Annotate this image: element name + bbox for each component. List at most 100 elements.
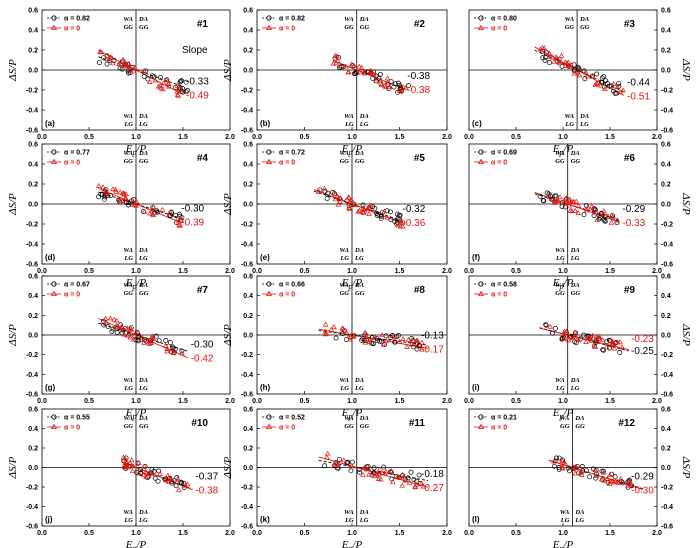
quadrant-label: DA (354, 247, 365, 254)
panel-8: 0.0 0.5 1.0 1.5 2.0 0.6 0.4 0.2 0.0 -0.2 -0.4 -0.6 E… (222, 274, 452, 422)
point-zero (551, 458, 557, 464)
point-alpha (388, 217, 394, 223)
point-zero (122, 196, 129, 202)
x-tick-label: 2.0 (442, 268, 452, 275)
x-tick-label: 0.5 (84, 134, 94, 141)
point-zero (155, 83, 162, 89)
point-zero (562, 195, 569, 201)
x-tick-label: 1.5 (605, 268, 615, 275)
point-alpha (156, 338, 162, 344)
legend-marker-zero (50, 24, 58, 30)
y-tick-label: 0.0 (661, 202, 671, 209)
point-zero (174, 91, 181, 97)
point-alpha (317, 187, 323, 193)
y-tick-label: 0.0 (28, 68, 38, 75)
slope-label-alpha: -0.32 (403, 204, 426, 215)
point-zero (366, 336, 373, 342)
x-tick-label: 1.0 (558, 268, 568, 275)
x-tick-label: 0.5 (300, 530, 310, 537)
slope-label-zero: -0.49 (186, 91, 209, 102)
y-tick-label: -0.4 (26, 108, 38, 115)
legend-marker-alpha (478, 414, 484, 420)
point-alpha (336, 196, 342, 202)
quadrant-label: DA (138, 247, 149, 254)
point-zero (376, 466, 383, 472)
y-tick-label: 0.4 (661, 293, 671, 300)
point-zero (337, 63, 344, 69)
x-tick-label: 0.5 (84, 530, 94, 537)
point-zero (384, 214, 390, 220)
y-tick-label: -0.6 (241, 262, 253, 269)
y-tick-label: -0.6 (661, 262, 673, 269)
x-axis-label-main: E (341, 539, 349, 548)
x-axis-label-sub: p (131, 412, 136, 421)
y-tick-label: 0.6 (28, 8, 38, 15)
point-zero (546, 194, 553, 200)
y-tick-label: 0.0 (28, 333, 38, 340)
y-tick-label: 0.0 (661, 333, 671, 340)
y-tick-label: 0.2 (661, 182, 671, 189)
point-zero (396, 338, 403, 344)
point-alpha (324, 196, 330, 201)
point-zero (117, 189, 123, 195)
y-tick-label: 0.2 (243, 48, 253, 55)
x-tick-label: 1.0 (131, 134, 141, 141)
legend-marker-zero (477, 24, 485, 30)
x-tick-label: 2.0 (225, 268, 235, 275)
point-alpha (567, 468, 573, 474)
x-axis-label-tail: /P (135, 143, 146, 155)
point-zero (414, 343, 421, 349)
quadrant-label: LG (574, 517, 584, 524)
point-alpha (620, 480, 626, 486)
point-alpha (155, 478, 161, 484)
point-alpha (383, 333, 389, 339)
point-alpha (114, 330, 120, 335)
x-axis-label-main: E (552, 277, 560, 289)
point-zero (165, 472, 171, 478)
point-alpha (357, 469, 363, 475)
point-alpha (553, 193, 559, 199)
panel-10: 0.0 0.5 1.0 1.5 2.0 0.6 0.4 0.2 0.0 -0.2 -0.4 -0.6 E… (7, 407, 235, 548)
x-axis-label-tail: /P (351, 277, 362, 289)
point-zero (408, 341, 415, 347)
point-zero (405, 336, 412, 342)
point-zero (174, 82, 181, 88)
point-alpha (101, 55, 106, 61)
legend-label-zero: α = 0 (64, 26, 80, 33)
point-zero (383, 468, 389, 474)
y-tick-label: -0.4 (661, 372, 673, 379)
point-zero (572, 465, 579, 471)
x-axis-label: Ep/P (552, 539, 574, 548)
panel-4: 0.0 0.5 1.0 1.5 2.0 0.6 0.4 0.2 0.0 -0.2 -0.4 -0.6 E… (7, 142, 235, 292)
y-tick-label: 0.2 (243, 313, 253, 320)
point-zero (120, 62, 127, 67)
x-tick-label: 1.0 (558, 398, 568, 405)
quadrant-label: LG (344, 121, 354, 128)
legend-marker-alpha (478, 281, 484, 287)
y-tick-label: -0.6 (26, 524, 38, 531)
slope-label-zero: -0.33 (622, 218, 645, 229)
legend-label-zero: α = 0 (279, 160, 295, 167)
x-tick-label: 0.5 (300, 398, 310, 405)
point-alpha (177, 211, 182, 217)
point-alpha (388, 79, 394, 85)
quadrant-label: LG (564, 121, 574, 128)
point-alpha (540, 55, 546, 61)
point-zero (361, 70, 368, 76)
point-alpha (96, 60, 102, 65)
point-zero (400, 336, 406, 341)
quadrant-label: GG (555, 158, 565, 165)
point-zero (554, 197, 561, 203)
y-tick-label: -0.6 (661, 392, 673, 399)
point-zero (366, 210, 372, 216)
panel-number: #11 (409, 418, 426, 429)
legend-marker-alpha (51, 15, 57, 21)
y-tick-label: -0.2 (26, 352, 38, 359)
point-alpha (101, 322, 107, 328)
quadrant-label: DA (354, 150, 365, 157)
x-axis-label-main: E (341, 407, 349, 419)
point-zero (322, 321, 329, 327)
quadrant-label: WA (339, 247, 349, 254)
quadrant-label: DA (138, 415, 149, 422)
